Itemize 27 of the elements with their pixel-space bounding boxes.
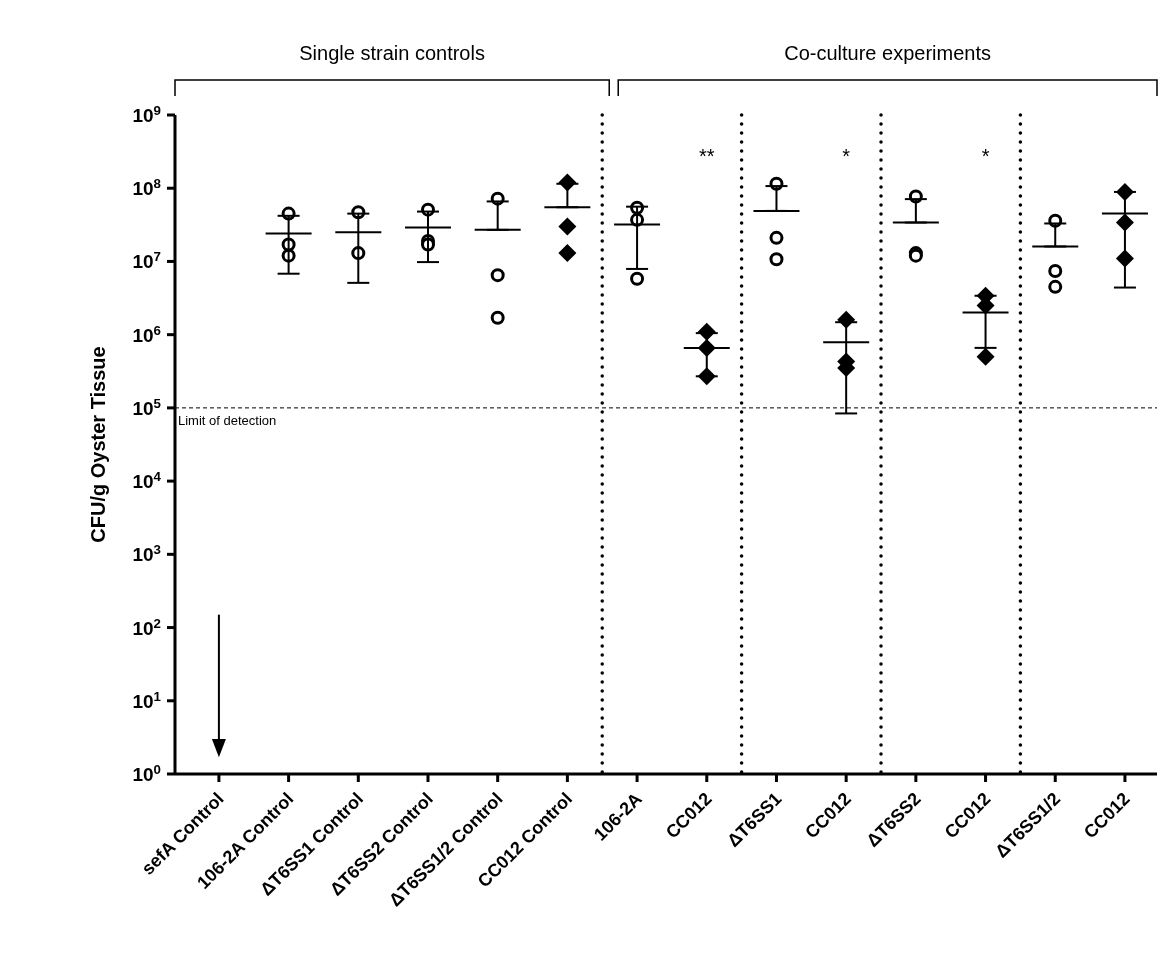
point (558, 217, 577, 236)
point (976, 347, 995, 366)
y-tick-label: 10$^{6}$ (132, 322, 161, 346)
point (769, 230, 784, 245)
y-tick-label: 10$^{5}$ (132, 395, 162, 419)
y-axis-title: CFU/g Oyster Tissue (87, 346, 110, 543)
point (490, 268, 505, 283)
y-tick-label: 10$^{1}$ (132, 688, 162, 712)
point (1048, 279, 1063, 294)
text: Co-culture experiments (784, 42, 991, 64)
annotation: * (842, 145, 851, 167)
y-tick-label: 10$^{8}$ (132, 175, 161, 200)
y-tick-label: 10$^{4}$ (132, 468, 162, 493)
y-tick-label: 10$^{0}$ (132, 761, 161, 785)
point (1048, 264, 1063, 279)
point (769, 252, 784, 267)
annotation: ** (698, 145, 715, 167)
text: Single strain controls (299, 42, 485, 64)
y-tick-label: 10$^{7}$ (132, 248, 161, 273)
y-tick-label: 10$^{3}$ (132, 541, 161, 566)
point (558, 244, 577, 263)
annotation: * (981, 145, 990, 167)
ref-line-label: Limit of detection (178, 412, 277, 428)
y-tick-label: 10$^{9}$ (132, 102, 161, 126)
point (630, 271, 645, 286)
y-tick-label: 10$^{2}$ (132, 615, 161, 639)
point (490, 310, 505, 325)
